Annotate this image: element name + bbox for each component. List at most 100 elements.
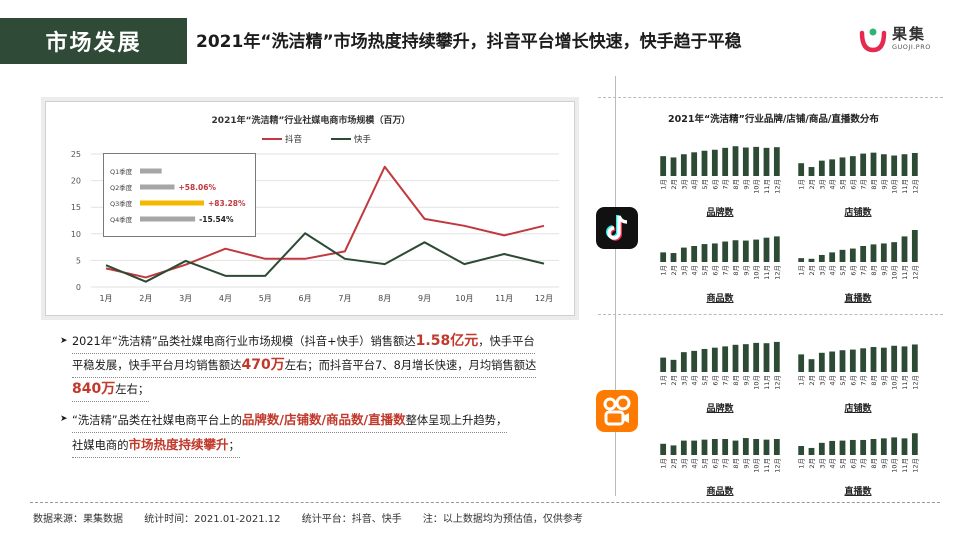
mini-bar — [891, 437, 898, 455]
y-tick-label: 15 — [71, 203, 81, 212]
mini-chart-label: 直播数 — [844, 294, 872, 304]
mini-month-label: 5月 — [839, 265, 847, 276]
mini-bar — [753, 239, 760, 262]
quarter-value-label: +83.28% — [208, 199, 246, 208]
mini-bar — [711, 149, 718, 176]
insight-bullet: ➤ “洗洁精”品类在社媒电商平台上的品牌数/店铺数/商品数/直播数整体呈现上升趋势… — [60, 408, 580, 458]
mini-bar — [701, 439, 708, 455]
mini-month-label: 7月 — [722, 375, 730, 386]
mini-month-label: 3月 — [818, 179, 826, 190]
mini-bar — [773, 341, 780, 372]
bullet-line: 平稳发展，快手平台月均销售额达470万左右；而抖音平台7、8月增长快速，月均销售… — [72, 354, 537, 378]
mini-bar — [849, 439, 856, 455]
quarter-label: Q1季度 — [110, 167, 133, 176]
mini-month-label: 8月 — [870, 458, 878, 469]
mini-month-label: 4月 — [829, 458, 837, 469]
quarter-label: Q3季度 — [110, 199, 133, 208]
bullet-arrow-icon: ➤ — [60, 336, 68, 346]
bullet-line: 2021年“洗洁精”品类社媒电商行业市场规模（抖音+快手）销售额达1.58亿元，… — [72, 330, 535, 354]
mini-month-label: 3月 — [680, 458, 688, 469]
quarter-inset: Q1季度 Q2季度 +58.06% Q3季度 +83.28% Q4季度 -15.54% — [103, 153, 256, 237]
mini-bar-chart: 1月 2月 3月 4月 5月 6月 7月 8月 9月 10月 11月 12月 — [798, 433, 919, 473]
mini-bar — [701, 150, 708, 176]
mini-month-label: 12月 — [911, 179, 919, 194]
mini-bar — [870, 152, 877, 176]
mini-month-label: 12月 — [773, 265, 781, 280]
quarter-bar-chart: Q1季度 Q2季度 +58.06% Q3季度 +83.28% Q4季度 -15.54% — [110, 167, 246, 224]
mini-bar-chart: 1月 2月 3月 4月 5月 6月 7月 8月 9月 10月 11月 12月 — [660, 146, 781, 194]
mini-bar — [742, 240, 749, 262]
mini-month-label: 1月 — [798, 375, 806, 386]
mini-chart-label: 品牌数 — [706, 208, 734, 218]
mini-month-label: 9月 — [742, 265, 750, 276]
body-text: “洗洁精”品类在社媒电商平台上的 — [72, 414, 242, 427]
mini-bar — [870, 347, 877, 372]
mini-bar — [860, 439, 867, 455]
mini-bar — [901, 154, 908, 176]
x-tick-label: 4月 — [219, 294, 232, 303]
mini-bar — [880, 154, 887, 176]
mini-bar — [860, 153, 867, 176]
mini-bar — [670, 157, 677, 176]
guoji-logo-icon — [859, 28, 887, 53]
body-text: ； — [228, 439, 240, 452]
mini-bar — [732, 240, 739, 262]
mini-bar — [829, 440, 836, 455]
brand-logo: 果集 GUOJI.PRO — [859, 22, 939, 56]
x-tick-label: 3月 — [179, 294, 192, 303]
mini-month-label: 11月 — [901, 179, 909, 194]
mini-month-label: 10月 — [753, 179, 761, 194]
brand-sub: GUOJI.PRO — [892, 43, 931, 51]
mini-month-label: 5月 — [701, 458, 709, 469]
x-tick-label: 9月 — [418, 294, 431, 303]
series-line-0 — [105, 165, 545, 279]
mini-bar — [773, 236, 780, 262]
mini-bar — [701, 244, 708, 262]
legend-label-1: 快手 — [354, 134, 372, 145]
mini-bar-chart: 1月 2月 3月 4月 5月 6月 7月 8月 9月 10月 11月 12月 — [660, 236, 781, 280]
mini-month-label: 8月 — [870, 265, 878, 276]
mini-bar — [911, 230, 918, 262]
mini-month-label: 8月 — [870, 375, 878, 386]
mini-month-label: 3月 — [818, 458, 826, 469]
mini-month-label: 7月 — [722, 179, 730, 190]
mini-month-label: 10月 — [891, 458, 899, 473]
mini-bar — [732, 440, 739, 455]
mini-bar — [880, 243, 887, 262]
quarter-bar — [140, 168, 162, 174]
mini-month-label: 2月 — [808, 179, 816, 190]
quarter-bar — [140, 216, 196, 222]
mini-bar — [891, 242, 898, 262]
quarter-value-label: +58.06% — [178, 183, 216, 192]
mini-bar — [818, 254, 825, 262]
mini-bar — [753, 146, 760, 176]
mini-month-label: 9月 — [880, 179, 888, 190]
mini-month-label: 4月 — [829, 179, 837, 190]
footer: 数据来源：果集数据 统计时间：2021.01-2021.12 统计平台：抖音、快… — [33, 510, 601, 525]
mini-bar — [849, 349, 856, 372]
y-tick-label: 5 — [76, 256, 81, 265]
mini-month-label: 5月 — [839, 179, 847, 190]
highlight-text: 品牌数/店铺数/商品数/直播数 — [241, 412, 406, 427]
legend-label-0: 抖音 — [285, 134, 303, 145]
mini-month-label: 6月 — [849, 265, 857, 276]
mini-month-label: 4月 — [691, 179, 699, 190]
footer-source: 数据来源：果集数据 — [33, 514, 123, 525]
mini-month-label: 10月 — [753, 265, 761, 280]
mini-month-label: 7月 — [860, 458, 868, 469]
mini-bar-chart: 1月 2月 3月 4月 5月 6月 7月 8月 9月 10月 11月 12月 — [660, 341, 781, 390]
mini-bar — [742, 147, 749, 176]
mini-month-label: 9月 — [880, 265, 888, 276]
mini-month-label: 9月 — [880, 375, 888, 386]
mini-month-label: 6月 — [711, 265, 719, 276]
mini-month-label: 8月 — [870, 179, 878, 190]
chart-title: 2021年“洗洁精”行业社媒电商市场规模（百万） — [212, 114, 411, 126]
mini-month-label: 7月 — [722, 458, 730, 469]
quarter-bar — [140, 184, 175, 190]
mini-month-label: 2月 — [808, 375, 816, 386]
bullet-arrow-icon: ➤ — [60, 414, 68, 424]
mini-bar — [808, 359, 815, 372]
mini-month-label: 2月 — [808, 265, 816, 276]
mini-month-label: 1月 — [660, 265, 668, 276]
mini-bar — [818, 442, 825, 455]
